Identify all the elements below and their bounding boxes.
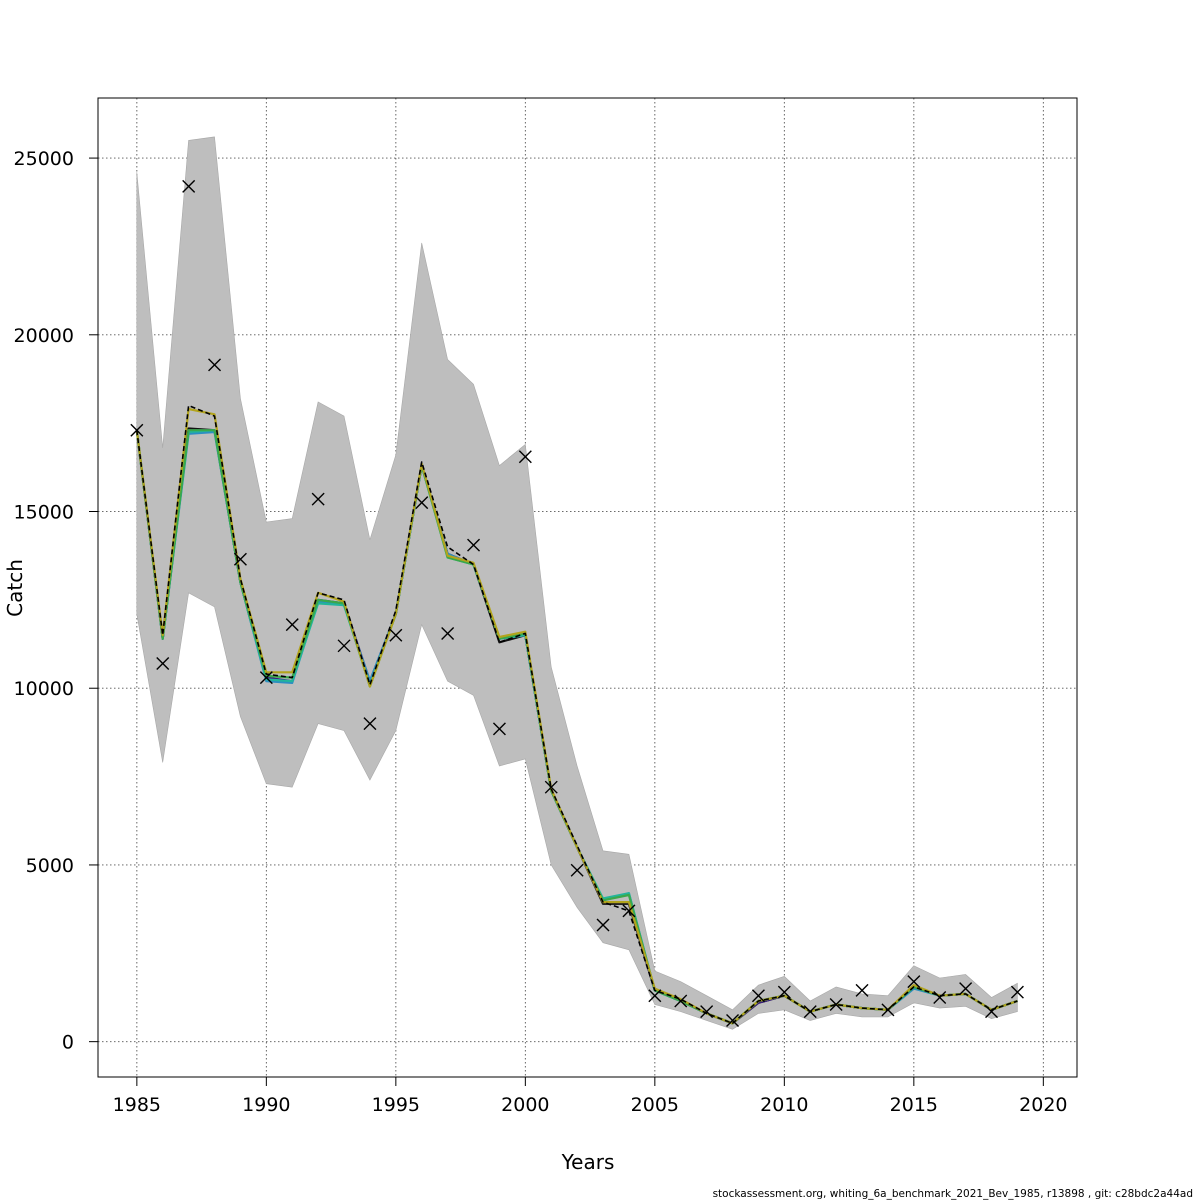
observed-point [933,990,947,1004]
footer-note: stockassessment.org, whiting_6a_benchmar… [713,1188,1193,1200]
observed-point [751,989,765,1003]
x-tick-label: 2015 [890,1094,938,1116]
observed-point [570,863,584,877]
x-tick-label: 1995 [372,1094,420,1116]
x-tick-label: 2020 [1019,1094,1067,1116]
observed-point [467,538,481,552]
y-tick-label: 20000 [14,325,74,347]
observed-point [855,983,869,997]
observed-point [726,1013,740,1027]
series-line-1 [136,404,1018,1025]
observed-point [700,1005,714,1019]
observed-point [518,450,532,464]
y-tick-label: 10000 [14,678,74,700]
observed-point [285,618,299,632]
observed-point [156,656,170,670]
observed-point [363,717,377,731]
observed-point [415,496,429,510]
observed-point [544,780,558,794]
series-lines [135,404,1018,1025]
observed-point [233,552,247,566]
confidence-band-area [136,136,1018,1030]
y-tick-label: 15000 [14,502,74,524]
observed-points [130,179,1024,1027]
observed-point [648,989,662,1003]
observed-point [182,179,196,193]
observed-point [311,492,325,506]
observed-point [622,904,636,918]
observed-point [907,975,921,989]
observed-point [130,423,144,437]
observed-point [259,671,273,685]
x-tick-label: 2010 [760,1094,808,1116]
observed-point [959,982,973,996]
axes: 1985 1990 1995 2000 2005 2010 2015 2020 0 5000 100… [14,148,1068,1116]
observed-point [208,358,222,372]
observed-point [777,985,791,999]
y-tick-label: 25000 [14,148,74,170]
observed-point [881,1003,895,1017]
observed-point [803,1005,817,1019]
observed-point [985,1005,999,1019]
x-tick-label: 2005 [631,1094,679,1116]
y-tick-label: 0 [62,1032,74,1054]
observed-point [337,639,351,653]
observed-point [492,722,506,736]
observed-point [674,994,688,1008]
x-axis-title: Years [561,1150,615,1174]
plot-frame [97,97,1078,1078]
y-tick-label: 5000 [26,855,74,877]
observed-point [829,998,843,1012]
y-axis-title: Catch [3,559,27,617]
x-tick-label: 1990 [242,1094,290,1116]
observed-point [389,628,403,642]
observed-point [441,626,455,640]
x-tick-label: 2000 [501,1094,549,1116]
x-tick-label: 1985 [113,1094,161,1116]
observed-point [1010,985,1024,999]
observed-point [596,918,610,932]
confidence-band [136,136,1018,1030]
